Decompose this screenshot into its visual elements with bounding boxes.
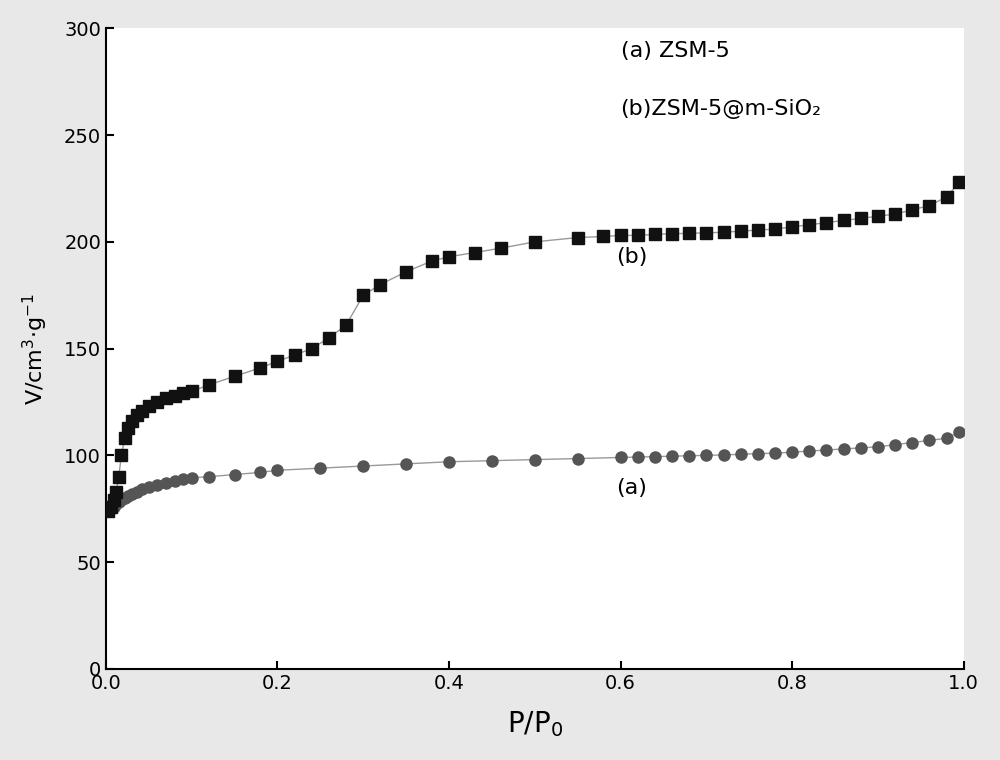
Y-axis label: V/cm$^3$·g$^{-1}$: V/cm$^3$·g$^{-1}$ [21, 293, 50, 404]
X-axis label: P/P$_0$: P/P$_0$ [507, 709, 563, 739]
Text: (a) ZSM-5: (a) ZSM-5 [621, 41, 729, 61]
Text: (b): (b) [616, 247, 648, 268]
Text: (a): (a) [616, 478, 647, 498]
Text: (b)ZSM-5@m-SiO₂: (b)ZSM-5@m-SiO₂ [621, 99, 822, 119]
